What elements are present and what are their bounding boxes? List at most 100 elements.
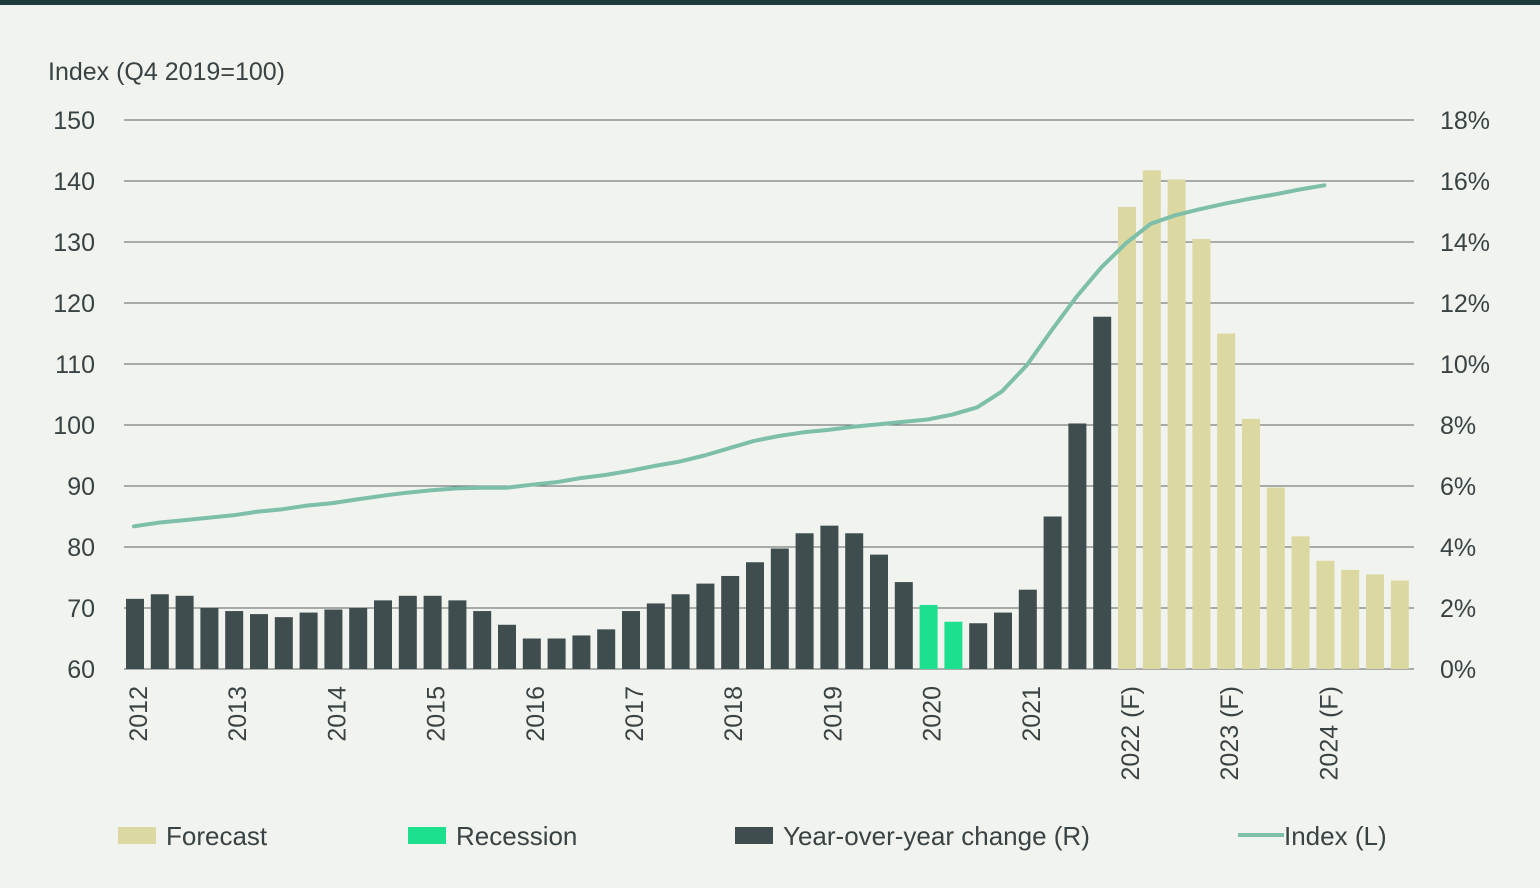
index-line-path [132,183,1327,529]
yoy-bar [423,595,442,669]
yoy-bar [994,612,1012,669]
yoy-bar [398,595,417,669]
x-tick-label: 2024 (F) [1315,686,1343,780]
right-tick-label: 12% [1440,290,1490,318]
yoy-bar [274,617,293,669]
yoy-bar [498,624,516,669]
legend-item-year-over-year-change-r: Year-over-year change (R) [735,821,1090,851]
legend-item-forecast: Forecast [118,821,268,851]
left-axis-title: Index (Q4 2019=100) [48,58,285,86]
left-tick-label: 60 [67,656,95,684]
legend-swatch [408,827,446,844]
legend-swatch [735,827,773,844]
x-tick-label: 2021 [1018,686,1046,742]
yoy-bar [919,604,938,669]
yoy-bar [1291,536,1310,669]
legend-item-index-l: Index (L) [1238,821,1387,851]
left-tick-label: 100 [53,412,95,440]
yoy-bar [1018,589,1037,669]
right-tick-label: 6% [1440,473,1476,501]
yoy-bar [770,548,789,669]
yoy-bar [1093,316,1112,669]
legend-label: Year-over-year change (R) [783,821,1090,851]
yoy-bar [1316,560,1335,669]
right-tick-label: 14% [1440,229,1490,257]
yoy-bar [597,629,616,669]
yoy-bar [349,608,368,669]
yoy-bar [126,598,144,669]
right-tick-label: 18% [1440,107,1490,135]
left-tick-label: 130 [53,229,95,257]
yoy-bar [696,583,715,669]
left-tick-label: 120 [53,290,95,318]
left-tick-label: 90 [67,473,95,501]
right-tick-label: 4% [1440,534,1476,562]
right-axis-ticks: 18% 16% 14% 12% 10% 8% 6% 4% 2% 0% [1440,107,1490,684]
yoy-bar [200,608,219,669]
left-axis-ticks: 150 140 130 120 110 100 90 80 70 60 [53,107,95,684]
top-rule [0,0,1540,5]
index-line [132,183,1327,529]
x-tick-label: 2013 [224,686,252,742]
right-tick-label: 16% [1440,168,1490,196]
yoy-bar [150,594,169,669]
legend-label: Recession [456,821,577,851]
yoy-bar [1043,516,1062,669]
right-tick-label: 8% [1440,412,1476,440]
yoy-bar [894,582,913,669]
x-tick-label: 2017 [621,686,649,742]
legend-swatch [118,827,156,844]
yoy-bar [1167,179,1186,669]
x-tick-label: 2022 (F) [1117,686,1145,780]
yoy-bar [1068,423,1087,669]
yoy-bar [473,611,492,669]
yoy-bar [646,603,665,669]
yoy-bar [746,562,764,669]
yoy-bar [448,600,467,669]
yoy-bar [250,614,268,669]
yoy-bar [175,595,194,669]
x-tick-label: 2014 [323,686,351,742]
yoy-bar [1242,418,1260,669]
yoy-bar [969,623,988,669]
yoy-bar [547,638,566,669]
legend-label: Index (L) [1284,821,1387,851]
x-tick-label: 2016 [522,686,550,742]
x-tick-label: 2012 [125,686,153,742]
x-tick-label: 2020 [919,686,947,742]
x-tick-label: 2015 [423,686,451,742]
yoy-bar [820,525,839,669]
left-tick-label: 70 [67,595,95,623]
yoy-bar [845,533,864,669]
x-tick-label: 2018 [720,686,748,742]
yoy-bar [324,609,343,669]
left-tick-label: 80 [67,534,95,562]
yoy-bar [721,575,740,669]
left-tick-label: 150 [53,107,95,135]
left-tick-label: 110 [55,351,95,379]
x-tick-label: 2019 [819,686,847,742]
legend-item-recession: Recession [408,821,577,851]
yoy-bar [671,594,690,669]
yoy-bar [522,638,541,669]
yoy-bar [1366,574,1384,669]
legend: Forecast Recession Year-over-year change (… [118,821,1387,851]
yoy-bar [1341,569,1360,669]
right-tick-label: 0% [1440,656,1476,684]
right-tick-label: 10% [1440,351,1490,379]
legend-label: Forecast [166,821,268,851]
right-tick-label: 2% [1440,595,1476,623]
yoy-bar [1142,170,1161,669]
x-tick-label: 2023 (F) [1216,686,1244,780]
yoy-bar [225,611,244,669]
yoy-bar [299,612,318,669]
yoy-bars [126,170,1409,670]
yoy-bar [374,600,392,669]
yoy-bar [870,554,888,669]
yoy-bar [1192,238,1211,669]
left-tick-label: 140 [53,168,95,196]
yoy-bar [944,621,963,669]
yoy-bar [572,635,591,669]
yoy-bar [1390,580,1409,669]
